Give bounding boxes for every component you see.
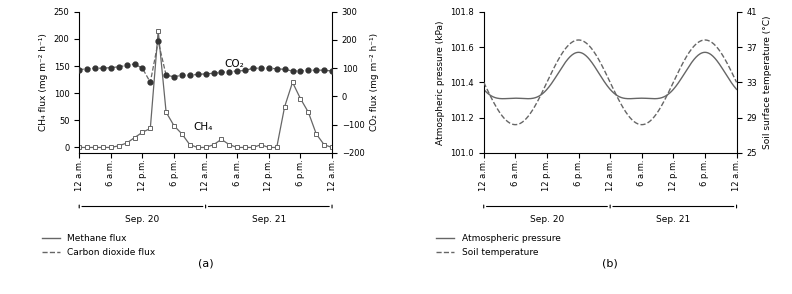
Legend: Methane flux, Carbon dioxide flux: Methane flux, Carbon dioxide flux xyxy=(38,231,159,260)
Text: CO₂: CO₂ xyxy=(225,59,244,69)
Text: (a): (a) xyxy=(198,259,213,269)
Y-axis label: CO₂ flux (mg m⁻² h⁻¹): CO₂ flux (mg m⁻² h⁻¹) xyxy=(370,33,379,131)
Text: Sep. 21: Sep. 21 xyxy=(252,215,286,224)
Text: Sep. 21: Sep. 21 xyxy=(657,215,691,224)
Text: CH₄: CH₄ xyxy=(193,122,212,132)
Legend: Atmospheric pressure, Soil temperature: Atmospheric pressure, Soil temperature xyxy=(432,231,564,260)
Text: Sep. 20: Sep. 20 xyxy=(125,215,159,224)
Y-axis label: Atmospheric pressure (kPa): Atmospheric pressure (kPa) xyxy=(436,20,444,145)
Y-axis label: CH₄ flux (mg m⁻² h⁻¹): CH₄ flux (mg m⁻² h⁻¹) xyxy=(39,34,48,131)
Y-axis label: Soil surface temperature (°C): Soil surface temperature (°C) xyxy=(763,16,771,149)
Text: Sep. 20: Sep. 20 xyxy=(530,215,564,224)
Text: (b): (b) xyxy=(602,259,618,269)
